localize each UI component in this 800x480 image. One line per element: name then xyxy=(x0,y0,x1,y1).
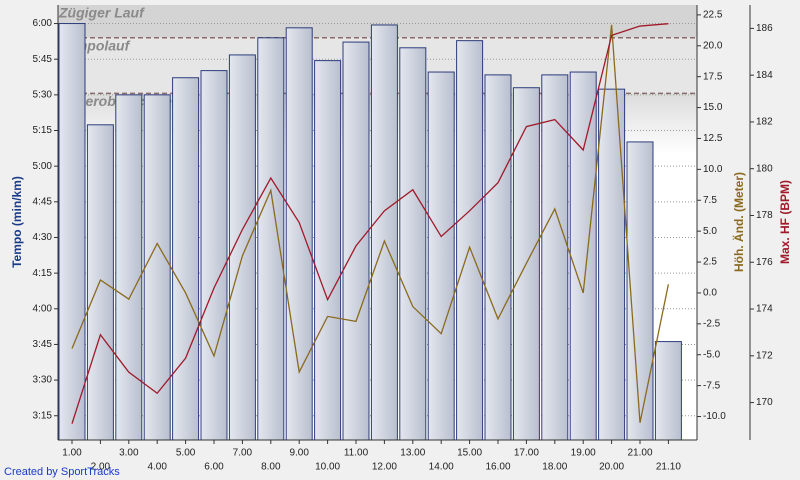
x-tick-label: 2.00 xyxy=(91,462,111,473)
y2ticks-label: 10.0 xyxy=(703,164,723,175)
bar xyxy=(484,74,512,441)
y2ticks-label: 15.0 xyxy=(703,102,723,113)
y2ticks-label: 22.5 xyxy=(703,10,723,21)
x-tick-label: 3.00 xyxy=(119,448,139,459)
bar xyxy=(399,47,427,441)
x-tick-label: 12.00 xyxy=(372,462,397,473)
y2ticks-label: 7.5 xyxy=(703,195,717,206)
y2ticks-label: 2.5 xyxy=(703,257,717,268)
y2ticks-label: -2.5 xyxy=(703,318,721,329)
y2ticks-label: -5.0 xyxy=(703,349,721,360)
y-tick-label: 3:45 xyxy=(33,339,53,350)
x-tick-label: 4.00 xyxy=(147,462,167,473)
y-axis-title: Tempo (min/km) xyxy=(10,176,24,268)
y3ticks-label: 180 xyxy=(756,163,773,174)
y3ticks-label: 182 xyxy=(756,117,773,128)
y-tick-label: 4:30 xyxy=(33,232,53,243)
y3ticks-label: 176 xyxy=(756,257,773,268)
x-tick-label: 16.00 xyxy=(485,462,510,473)
y3-axis-title: Max. HF (BPM) xyxy=(778,180,792,264)
line-series xyxy=(71,23,669,424)
y3ticks-label: 186 xyxy=(756,23,773,34)
y-tick-label: 5:45 xyxy=(33,54,53,65)
y3ticks-label: 184 xyxy=(756,70,773,81)
y-tick-label: 6:00 xyxy=(33,18,53,29)
x-tick-label: 5.00 xyxy=(176,448,196,459)
x-tick-label: 10.00 xyxy=(315,462,340,473)
bar xyxy=(342,41,370,441)
bar xyxy=(143,94,171,441)
y-tick-label: 4:00 xyxy=(33,303,53,314)
y2ticks-label: -7.5 xyxy=(703,380,721,391)
bar xyxy=(58,23,86,441)
y-tick-label: 5:00 xyxy=(33,161,53,172)
x-tick-label: 11.00 xyxy=(344,448,369,459)
bar xyxy=(314,60,342,441)
bar xyxy=(569,71,597,441)
x-tick-label: 9.00 xyxy=(289,448,309,459)
bar xyxy=(456,40,484,441)
x-tick-label: 20.00 xyxy=(599,462,624,473)
y2ticks-label: 5.0 xyxy=(703,226,717,237)
line-series xyxy=(71,24,670,423)
bar xyxy=(86,124,114,441)
bar xyxy=(285,27,313,441)
bar xyxy=(598,88,626,441)
bar xyxy=(257,37,285,441)
x-tick-label: 18.00 xyxy=(542,462,567,473)
x-tick-label: 7.00 xyxy=(233,448,253,459)
y3ticks-label: 170 xyxy=(756,397,773,408)
x-tick-label: 13.00 xyxy=(400,448,425,459)
x-tick-label: 15.00 xyxy=(457,448,482,459)
bar xyxy=(654,341,682,441)
bar xyxy=(427,71,455,441)
bar xyxy=(626,141,654,441)
bar xyxy=(541,74,569,441)
x-tick-label: 19.00 xyxy=(571,448,596,459)
x-tick-label: 6.00 xyxy=(204,462,224,473)
y-tick-label: 5:15 xyxy=(33,125,53,136)
x-tick-label: 21.00 xyxy=(627,448,652,459)
x-tick-label: 14.00 xyxy=(429,462,454,473)
y2ticks-label: 20.0 xyxy=(703,40,723,51)
x-tick-label: 1.00 xyxy=(62,448,82,459)
x-tick-label: 17.00 xyxy=(514,448,539,459)
x-tick-label: 21.10 xyxy=(656,462,681,473)
y3ticks-label: 172 xyxy=(756,350,773,361)
y2-axis-title: Höh. Änd. (Meter) xyxy=(731,172,746,272)
y2ticks-label: -10.0 xyxy=(703,411,726,422)
y2ticks-label: 12.5 xyxy=(703,133,723,144)
y3ticks-label: 174 xyxy=(756,304,773,315)
bar xyxy=(200,70,228,441)
y-tick-label: 4:45 xyxy=(33,196,53,207)
y2ticks-label: 17.5 xyxy=(703,71,723,82)
y3ticks-label: 178 xyxy=(756,210,773,221)
y2ticks-label: 0.0 xyxy=(703,288,717,299)
x-tick-label: 8.00 xyxy=(261,462,281,473)
y-tick-label: 4:15 xyxy=(33,268,53,279)
y-tick-label: 3:15 xyxy=(33,410,53,421)
zone-label: Zügiger Lauf xyxy=(58,5,145,21)
y-tick-label: 3:30 xyxy=(33,375,53,386)
y-tick-label: 5:30 xyxy=(33,89,53,100)
bar xyxy=(172,77,200,441)
credit: Created by SportTracks xyxy=(4,466,120,478)
bar xyxy=(115,94,143,441)
bar xyxy=(370,24,398,441)
